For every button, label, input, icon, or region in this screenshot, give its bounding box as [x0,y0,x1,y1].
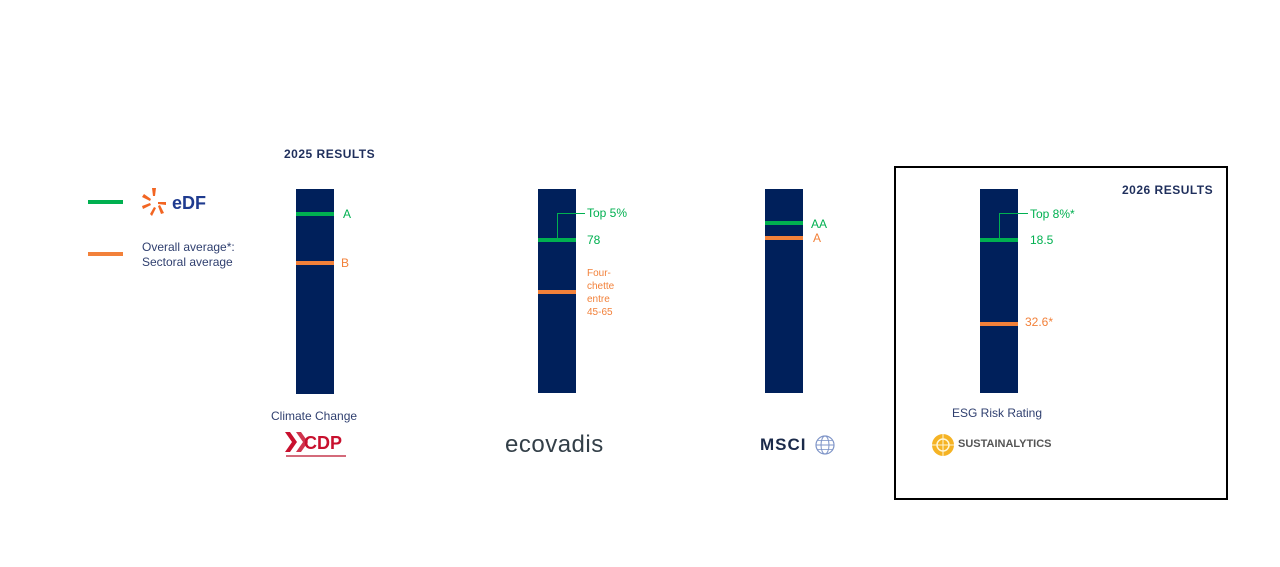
ecovadis-average-label: Four-chette entre 45-65 [587,268,615,318]
msci-globe-icon [815,435,835,455]
sustainalytics-logo-text: SUSTAINALYTICS [958,438,1052,450]
ecovadis-rank-connector [557,213,585,239]
msci-edf-label: AA [811,217,828,231]
ecovadis-rank-label: Top 5% [587,206,628,220]
results-2026-box [894,166,1228,500]
msci-logo: MSCI [760,434,840,456]
cdp-logo-subline [286,455,346,457]
legend-average-label: Overall average*: Sectoral average [142,240,235,269]
legend-average-line [88,252,123,256]
sustainalytics-rank-connector [999,213,1028,239]
cdp-edf-label: A [343,207,352,221]
ecovadis-score-label: 78 [587,233,601,247]
heading-2025-results: 2025 RESULTS [284,147,376,161]
sustainalytics-average-marker [980,322,1018,326]
edf-logo: eDF [140,186,210,218]
cdp-average-marker [296,261,334,265]
sustainalytics-logo: SUSTAINALYTICS [930,432,1060,458]
ecovadis-logo: ecovadis [505,431,604,458]
edf-logo-text: eDF [172,193,207,213]
msci-average-label: A [813,231,822,245]
legend-edf-line [88,200,123,204]
cdp-average-label: B [341,256,350,270]
cdp-edf-marker [296,212,334,216]
edf-sun-icon [142,188,166,216]
cdp-bar [296,189,334,394]
sustainalytics-average-label: 32.6* [1025,315,1054,329]
sustainalytics-sun-icon [932,434,954,456]
cdp-mark-icon [285,432,308,452]
cdp-logo: CDP [284,431,348,459]
cdp-logo-text: CDP [304,433,343,453]
ecovadis-average-marker [538,290,576,294]
sustainalytics-edf-marker [980,238,1018,242]
sustainalytics-category-caption: ESG Risk Rating [952,406,1043,420]
msci-logo-text: MSCI [760,435,807,454]
msci-average-marker [765,236,803,240]
sustainalytics-rank-label: Top 8%* [1030,207,1075,221]
heading-2026-results: 2026 RESULTS [1122,183,1214,197]
msci-edf-marker [765,221,803,225]
msci-bar [765,189,803,393]
ecovadis-edf-marker [538,238,576,242]
sustainalytics-score-label: 18.5 [1030,233,1054,247]
cdp-category-caption: Climate Change [271,409,358,423]
